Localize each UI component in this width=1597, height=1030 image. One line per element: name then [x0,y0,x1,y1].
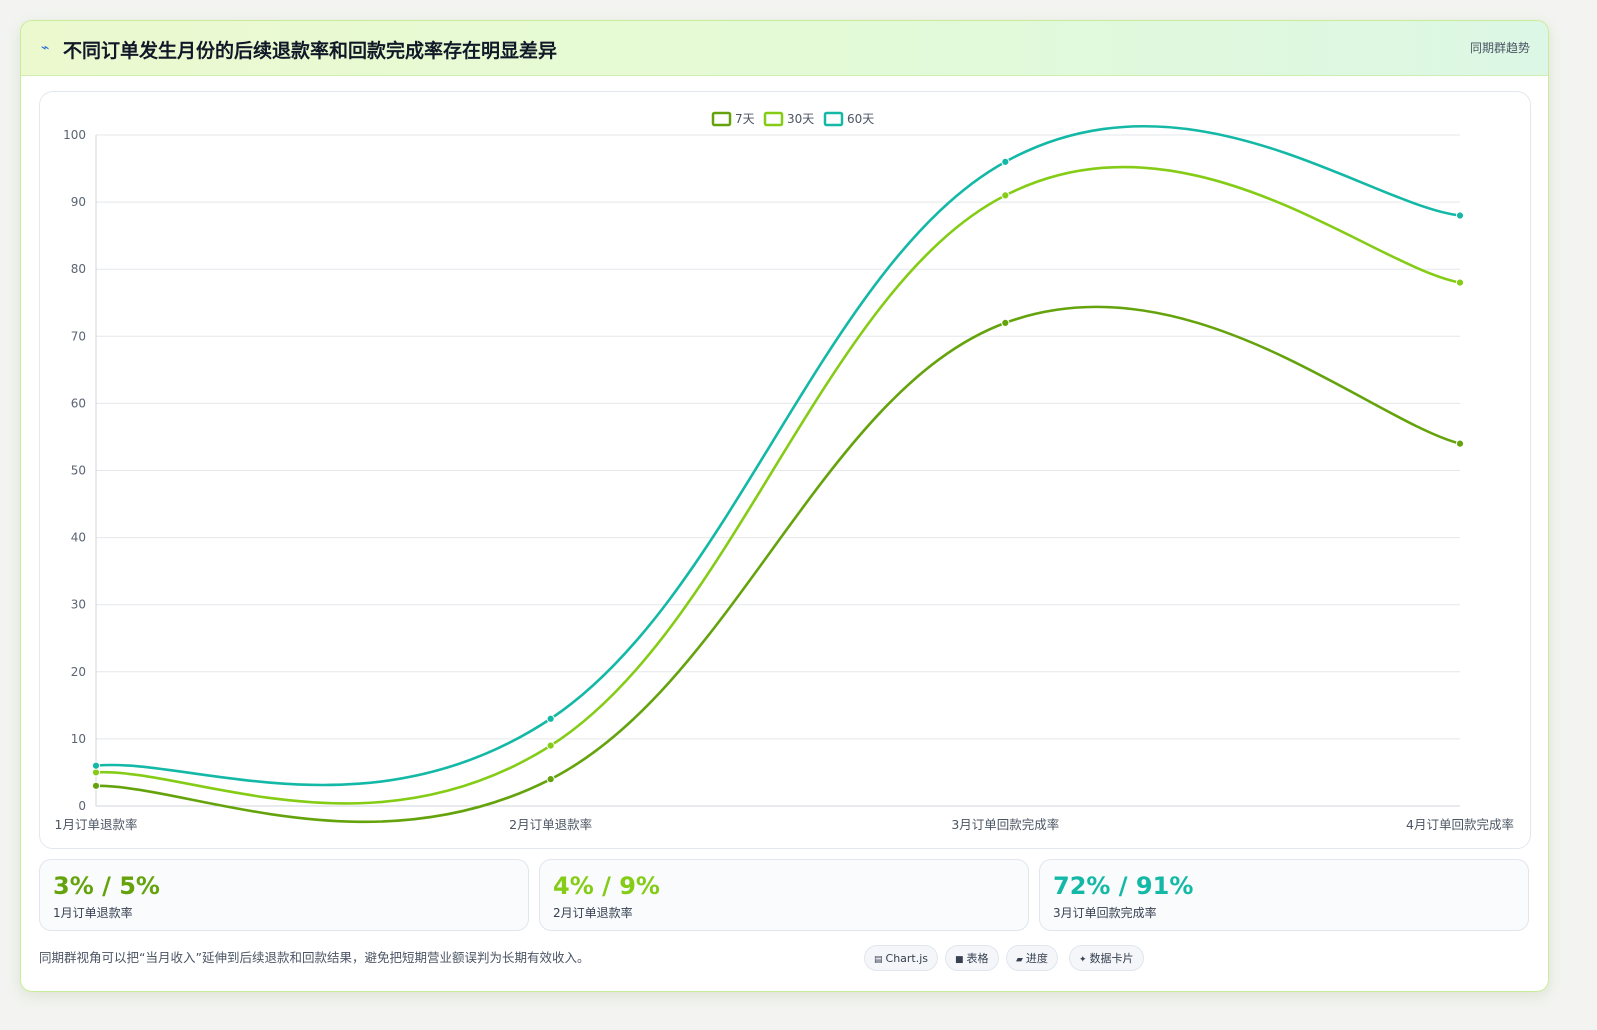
y-tick-label: 20 [71,665,86,679]
pill-label: 进度 [1025,952,1048,965]
data-point [1001,318,1010,327]
data-card-pill[interactable]: ✦ 数据卡片 [1069,945,1144,971]
y-tick-label: 70 [71,329,86,343]
report-panel: ⌁ 不同订单发生月份的后续退款率和回款完成率存在明显差异 同期群趋势 0 10 20… [20,20,1549,992]
chart-container: 0 10 20 30 40 50 60 70 80 90 100 1月订单退款率 2月订单退款率 3月订单… [39,91,1531,849]
y-tick-label: 30 [71,598,86,612]
data-point [1001,191,1010,200]
legend-swatch [823,111,844,127]
data-point [91,781,101,790]
stat-card-label: 2月订单退款率 [553,906,633,920]
table-pill[interactable]: ■ 表格 [945,945,999,971]
stat-card-value: 4% / 9% [553,872,660,900]
x-tick-label: 2月订单退款率 [509,817,592,832]
data-point [91,761,101,770]
footnote-text: 同期群视角可以把“当月收入”延伸到后续退款和回款结果，避免把短期营业额误判为长期… [39,950,590,965]
y-tick-label: 60 [71,396,86,410]
pill-label: Chart.js [885,952,929,965]
data-point [1001,157,1010,166]
series-line-2 [95,124,1461,787]
x-tick-label: 3月订单回款完成率 [951,817,1059,832]
y-tick-label: 10 [71,732,86,746]
legend-label: 60天 [847,112,874,126]
table-icon: ■ [955,955,964,965]
x-tick-label: 4月订单回款完成率 [1406,817,1514,832]
stat-card-label: 3月订单回款完成率 [1053,906,1157,920]
data-point [1455,278,1465,287]
series-line-0 [95,305,1461,824]
stat-card-2: 4% / 9% 2月订单退款率 [539,859,1029,931]
stat-card-value: 3% / 5% [53,872,160,900]
data-point [546,775,555,784]
page-title: 不同订单发生月份的后续退款率和回款完成率存在明显差异 [63,40,558,62]
data-point [546,741,555,750]
y-tick-label: 80 [71,262,86,276]
sparkle-icon: ✦ [1079,955,1087,965]
legend-swatch [711,111,732,127]
pill-label: 数据卡片 [1089,952,1134,965]
data-point [1455,211,1465,220]
data-point [546,714,555,723]
data-point [1455,439,1465,448]
x-tick-label: 1月订单退款率 [55,817,138,832]
y-tick-label: 0 [78,799,86,813]
stat-card-value: 72% / 91% [1053,872,1194,900]
data-point [91,768,101,777]
y-tick-label: 90 [71,195,86,209]
chart-icon: ▤ [874,955,883,965]
stat-card-3: 72% / 91% 3月订单回款完成率 [1039,859,1529,931]
progress-icon: ▰ [1016,955,1023,965]
stat-card-1: 3% / 5% 1月订单退款率 [39,859,529,931]
chartjs-pill[interactable]: ▤ Chart.js [864,945,939,971]
panel-header: ⌁ 不同订单发生月份的后续退款率和回款完成率存在明显差异 同期群趋势 [21,21,1548,76]
legend-label: 7天 [735,112,755,126]
legend-label: 30天 [787,112,814,126]
y-tick-label: 50 [71,464,86,478]
progress-pill[interactable]: ▰ 进度 [1006,945,1058,971]
y-tick-label: 40 [71,531,86,545]
series-line-1 [95,165,1461,805]
y-tick-label: 100 [63,128,86,142]
chart-type-tag: 同期群趋势 [1469,41,1530,55]
lightning-icon: ⌁ [41,40,50,56]
line-chart: 0 10 20 30 40 50 60 70 80 90 100 1月订单退款率 2月订单退款率 3月订单… [55,111,1514,832]
pill-label: 表格 [966,952,989,965]
legend-swatch [763,111,784,127]
stat-card-label: 1月订单退款率 [53,906,133,920]
